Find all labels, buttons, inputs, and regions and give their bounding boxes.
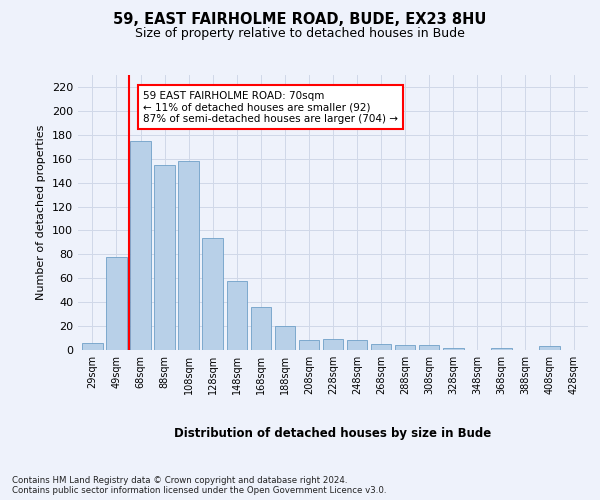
Bar — [539, 346, 560, 350]
Bar — [178, 161, 199, 350]
Bar — [106, 256, 127, 350]
Bar — [202, 238, 223, 350]
Y-axis label: Number of detached properties: Number of detached properties — [37, 125, 46, 300]
Bar — [323, 339, 343, 350]
Bar — [275, 326, 295, 350]
Bar — [130, 141, 151, 350]
Bar — [154, 164, 175, 350]
Text: 59, EAST FAIRHOLME ROAD, BUDE, EX23 8HU: 59, EAST FAIRHOLME ROAD, BUDE, EX23 8HU — [113, 12, 487, 28]
Bar — [491, 348, 512, 350]
Bar — [251, 307, 271, 350]
Bar — [347, 340, 367, 350]
Bar — [371, 344, 391, 350]
Text: Size of property relative to detached houses in Bude: Size of property relative to detached ho… — [135, 28, 465, 40]
Bar — [395, 345, 415, 350]
Text: Contains HM Land Registry data © Crown copyright and database right 2024.
Contai: Contains HM Land Registry data © Crown c… — [12, 476, 386, 495]
Text: 59 EAST FAIRHOLME ROAD: 70sqm
← 11% of detached houses are smaller (92)
87% of s: 59 EAST FAIRHOLME ROAD: 70sqm ← 11% of d… — [143, 90, 398, 124]
Bar — [419, 345, 439, 350]
Text: Distribution of detached houses by size in Bude: Distribution of detached houses by size … — [175, 428, 491, 440]
Bar — [82, 343, 103, 350]
Bar — [227, 280, 247, 350]
Bar — [443, 348, 464, 350]
Bar — [299, 340, 319, 350]
